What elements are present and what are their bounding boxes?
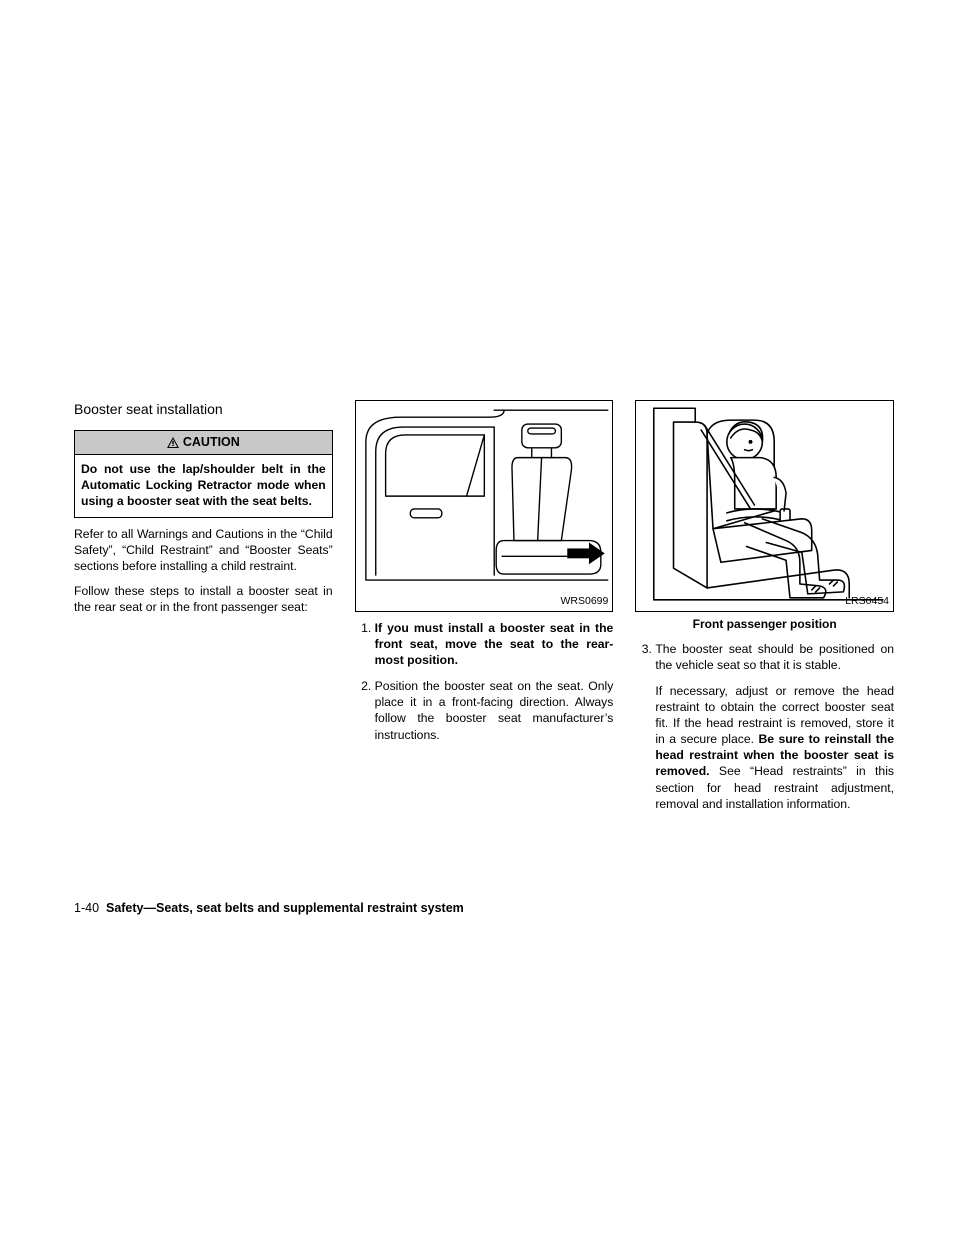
column-2: WRS0699 If you must install a booster se… <box>355 400 614 822</box>
step-3: The booster seat should be positioned on… <box>655 641 894 812</box>
column-1: Booster seat installation CAUTION Do not… <box>74 400 333 822</box>
steps-list-a: If you must install a booster seat in th… <box>355 620 614 743</box>
footer-title: Safety—Seats, seat belts and supplementa… <box>106 901 464 915</box>
figure-2-caption: Front passenger position <box>635 617 894 633</box>
caution-body: Do not use the lap/shoulder belt in the … <box>75 455 332 517</box>
section-title: Booster seat installation <box>74 400 333 418</box>
step-2: Position the booster seat on the seat. O… <box>375 678 614 742</box>
page: Booster seat installation CAUTION Do not… <box>0 0 954 1235</box>
step-1: If you must install a booster seat in th… <box>375 620 614 668</box>
caution-box: CAUTION Do not use the lap/shoulder belt… <box>74 430 333 518</box>
caution-header: CAUTION <box>75 431 332 455</box>
figure-1-code: WRS0699 <box>560 595 608 609</box>
figure-2: LRS0454 <box>635 400 894 612</box>
figure-2-svg <box>636 401 893 611</box>
page-footer: 1-40 Safety—Seats, seat belts and supple… <box>74 901 464 915</box>
para-refer: Refer to all Warnings and Cautions in th… <box>74 526 333 574</box>
step-3b: If necessary, adjust or remove the head … <box>655 683 894 812</box>
content-columns: Booster seat installation CAUTION Do not… <box>74 400 894 822</box>
para-follow: Follow these steps to install a booster … <box>74 583 333 615</box>
figure-1-svg <box>356 401 613 611</box>
figure-1: WRS0699 <box>355 400 614 612</box>
step-3a: The booster seat should be positioned on… <box>655 642 894 672</box>
page-number: 1-40 <box>74 901 99 915</box>
steps-list-b: The booster seat should be positioned on… <box>635 641 894 812</box>
step-1-text: If you must install a booster seat in th… <box>375 621 614 667</box>
column-3: LRS0454 Front passenger position The boo… <box>635 400 894 822</box>
figure-2-code: LRS0454 <box>845 595 889 609</box>
warning-triangle-icon <box>167 437 179 448</box>
caution-label: CAUTION <box>183 434 240 451</box>
